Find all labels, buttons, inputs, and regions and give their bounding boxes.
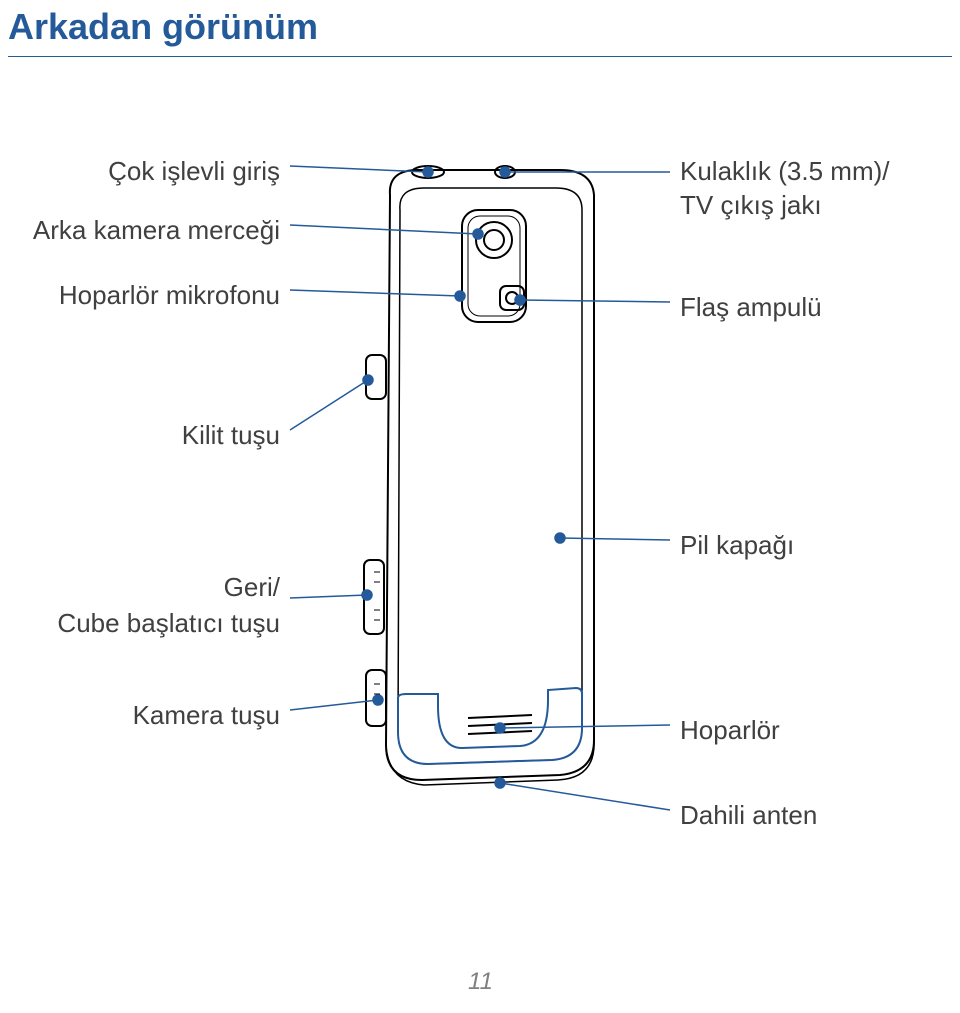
label-back-key-2: Cube başlatıcı tuşu <box>57 608 280 639</box>
page-number: 11 <box>468 968 493 996</box>
label-flash: Flaş ampulü <box>680 292 822 323</box>
label-camera-key: Kamera tuşu <box>133 700 280 731</box>
label-jack-2: TV çıkış jakı <box>680 190 822 221</box>
label-antenna: Dahili anten <box>680 800 817 831</box>
label-mic: Hoparlör mikrofonu <box>59 280 280 311</box>
diagram-container: Arkadan görünüm <box>0 0 960 1013</box>
label-speaker: Hoparlör <box>680 715 780 746</box>
label-battery: Pil kapağı <box>680 530 794 561</box>
phone-diagram <box>0 0 960 1013</box>
label-lock-key: Kilit tuşu <box>182 420 280 451</box>
label-camera-lens: Arka kamera merceği <box>33 215 280 246</box>
label-jack-1: Kulaklık (3.5 mm)/ <box>680 156 890 187</box>
label-back-key-1: Geri/ <box>224 572 280 603</box>
label-multifunc: Çok işlevli giriş <box>108 156 280 187</box>
